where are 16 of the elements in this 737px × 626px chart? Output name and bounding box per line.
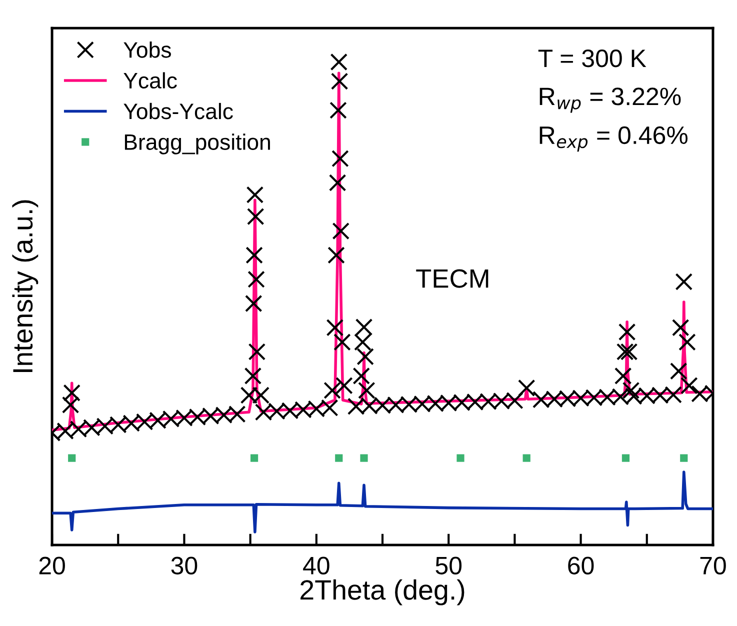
x-axis-title: 2Theta (deg.) [300, 579, 464, 606]
x-tick-label: 60 [568, 556, 594, 574]
x-tick-label: 50 [436, 556, 462, 574]
legend-label: Bragg_position [124, 134, 270, 154]
annotation: R$_{exp}$ = 0.46% [540, 126, 688, 152]
annotation: R$_{wp}$ = 3.22% [540, 88, 681, 113]
legend-label: Ycalc [124, 72, 177, 89]
x-tick-label: 70 [700, 556, 726, 574]
y-axis-title: Intensity (a.u.) [12, 200, 38, 372]
annotation: TECM [416, 269, 488, 288]
x-tick-label: 20 [39, 556, 65, 574]
x-tick-label: 40 [303, 556, 330, 574]
legend-label: Yobs [124, 42, 171, 58]
legend-label: Yobs-Ycalc [124, 102, 233, 120]
x-tick-label: 30 [171, 556, 198, 574]
annotation: T = 300 K [538, 50, 646, 68]
